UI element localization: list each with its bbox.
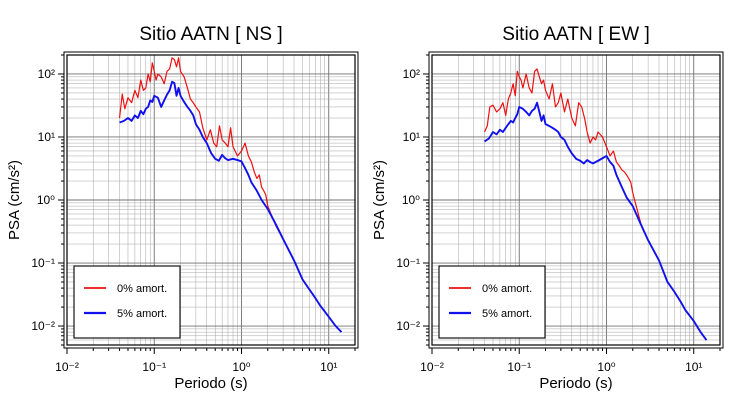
y-tick-label: 10⁻² <box>31 319 55 333</box>
y-tick-label: 10¹ <box>38 130 55 144</box>
legend-label: 5% amort. <box>117 308 167 320</box>
y-tick-label: 10⁰ <box>402 193 420 207</box>
x-tick-label: 10¹ <box>685 360 702 374</box>
y-tick-label: 10² <box>403 67 420 81</box>
legend: 0% amort. 5% amort. <box>73 265 181 339</box>
y-tick-label: 10¹ <box>403 130 420 144</box>
ticks <box>423 54 721 354</box>
y-axis-label: PSA (cm/s²) <box>6 160 23 240</box>
x-tick-label: 10¹ <box>320 360 337 374</box>
x-axis-label: Periodo (s) <box>174 375 247 392</box>
series-group <box>118 57 343 333</box>
legend-label: 5% amort. <box>482 308 532 320</box>
series-group <box>483 68 708 341</box>
x-tick-label: 10⁻¹ <box>507 360 531 374</box>
y-tick-label: 10⁻¹ <box>31 256 55 270</box>
y-tick-label: 10⁻¹ <box>396 256 420 270</box>
x-tick-label: 10⁰ <box>232 360 250 374</box>
chart-panel-1: 10⁻² 10⁻¹ 10⁰ 10¹ 10⁻² 10⁻¹ 10⁰ 10¹ 10² Sitio AAT… <box>6 24 359 392</box>
x-axis-label: Periodo (s) <box>539 375 612 392</box>
plot-frame <box>431 54 721 346</box>
series-line-amort-5 <box>483 101 708 341</box>
plot-frame <box>66 54 356 346</box>
y-tick-label: 10⁻² <box>396 319 420 333</box>
chart-title: Sitio AATN [ NS ] <box>139 24 282 45</box>
chart-title: Sitio AATN [ EW ] <box>502 24 649 45</box>
legend-box <box>73 265 181 339</box>
legend-label: 0% amort. <box>482 283 532 295</box>
series-line-amort-0 <box>118 57 342 333</box>
series-line-amort-5 <box>119 80 343 333</box>
x-tick-label: 10⁻² <box>55 360 79 374</box>
legend: 0% amort. 5% amort. <box>438 265 546 339</box>
chart-panel-2: 10⁻² 10⁻¹ 10⁰ 10¹ 10⁻² 10⁻¹ 10⁰ 10¹ 10² Sitio AAT… <box>371 24 724 392</box>
x-tick-label: 10⁻¹ <box>142 360 166 374</box>
x-tick-label: 10⁰ <box>597 360 615 374</box>
x-tick-label: 10⁻² <box>420 360 444 374</box>
series-line-amort-0 <box>483 68 707 341</box>
legend-box <box>438 265 546 339</box>
grid <box>67 55 355 345</box>
y-tick-label: 10² <box>38 67 55 81</box>
legend-label: 0% amort. <box>117 283 167 295</box>
y-tick-label: 10⁰ <box>37 193 55 207</box>
y-axis-label: PSA (cm/s²) <box>371 160 388 240</box>
ticks <box>58 54 356 354</box>
